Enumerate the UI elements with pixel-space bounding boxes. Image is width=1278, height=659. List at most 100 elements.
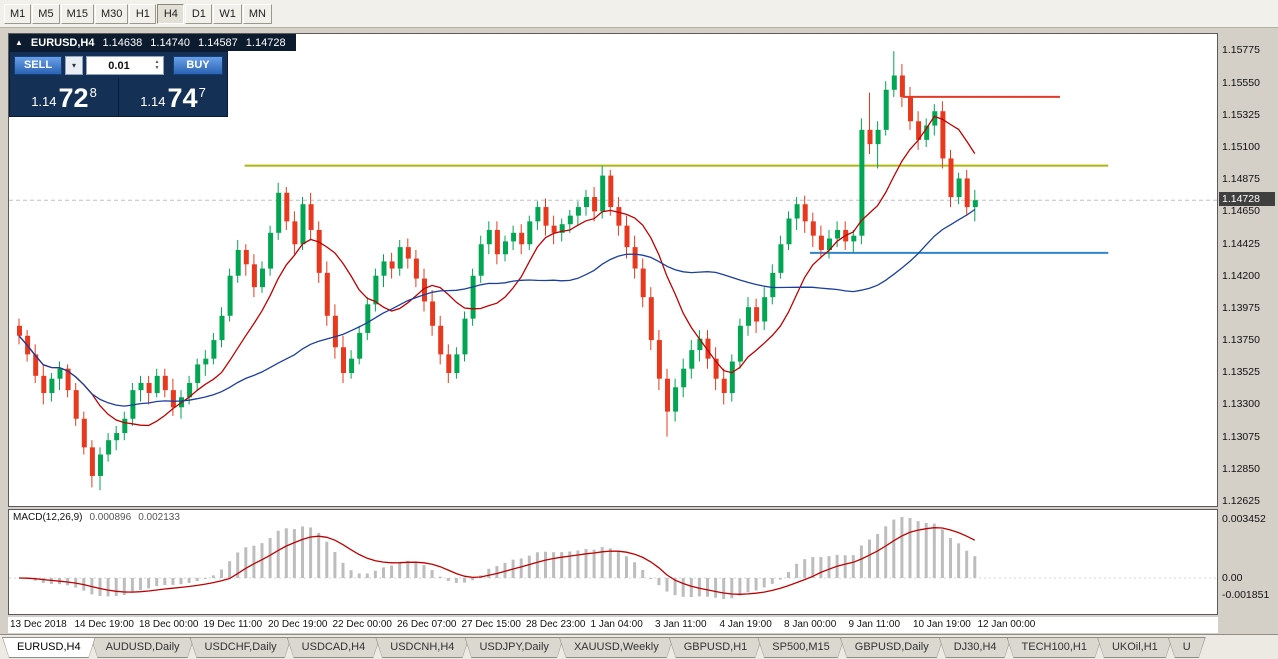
timeframe-button-d1[interactable]: D1 (185, 3, 213, 24)
chart-tab-eurusd-h4[interactable]: EURUSD,H4 (2, 637, 96, 658)
ohlc-low: 1.14587 (198, 36, 238, 49)
tab-background (1008, 638, 1101, 657)
chart-header: ▲ EURUSD,H4 1.14638 1.14740 1.14587 1.14… (9, 34, 296, 51)
sell-button[interactable]: SELL (14, 55, 62, 75)
sell-price-prefix: 1.14 (31, 94, 57, 109)
macd-value-main: 0.000896 (89, 512, 132, 523)
price-axis-label: 1.15100 (1222, 140, 1260, 153)
lot-dropdown-button[interactable]: ▾ (65, 55, 83, 75)
tab-background (560, 638, 673, 657)
chart-tab-audusd-daily[interactable]: AUDUSD,Daily (91, 637, 195, 658)
tab-background (376, 638, 468, 657)
macd-name: MACD(12,26,9) (13, 512, 83, 523)
price-axis-label: 1.13975 (1222, 301, 1260, 314)
sell-price-main: 72 (58, 83, 89, 113)
chart-symbol-label: EURUSD,H4 (30, 36, 95, 49)
price-axis-label: 1.13075 (1222, 430, 1260, 443)
price-axis-label: 1.14650 (1222, 205, 1260, 218)
macd-axis-label: 0.003452 (1222, 513, 1266, 526)
timeframe-button-mn[interactable]: MN (242, 3, 272, 24)
price-axis-label: 1.13750 (1222, 334, 1260, 347)
chart-tab-xauusd-weekly[interactable]: XAUUSD,Weekly (559, 637, 674, 658)
lot-size-input[interactable] (86, 56, 164, 75)
ohlc-close: 1.14728 (245, 36, 286, 49)
chart-tab-gbpusd-daily[interactable]: GBPUSD,Daily (840, 637, 944, 658)
ohlc-high: 1.14740 (150, 36, 191, 49)
sell-price-display[interactable]: 1.14 72 8 (10, 78, 118, 116)
tab-background (1098, 638, 1172, 657)
tab-label: EURUSD,H4 (17, 641, 81, 653)
tab-label: TECH100,H1 (1021, 641, 1087, 653)
price-axis-label: 1.15325 (1222, 108, 1260, 121)
chart-tab-sp500-m15[interactable]: SP500,M15 (757, 637, 844, 658)
timeframe-button-w1[interactable]: W1 (213, 3, 242, 24)
chart-window: ▲ EURUSD,H4 1.14638 1.14740 1.14587 1.14… (0, 28, 1278, 634)
spin-up-icon: ▲ (154, 59, 160, 65)
buy-price-pip: 7 (198, 85, 206, 100)
tab-background (841, 638, 943, 657)
tab-label: AUDUSD,Daily (105, 641, 180, 653)
tab-background (191, 638, 291, 657)
time-axis-label: 12 Jan 00:00 (977, 619, 1036, 630)
chart-tab-usdcad-h4[interactable]: USDCAD,H4 (287, 637, 381, 658)
time-axis[interactable]: 13 Dec 2018 14 Dec 19:00 18 Dec 00:00 19 De… (8, 617, 1218, 633)
macd-panel[interactable] (8, 509, 1218, 615)
timeframe-button-m5[interactable]: M5 (32, 3, 60, 24)
macd-axis-label: 0.00 (1222, 572, 1243, 584)
tab-background (465, 638, 563, 657)
lot-spinner[interactable]: ▲ ▼ (152, 57, 162, 74)
buy-price-main: 74 (167, 83, 198, 113)
chart-tab-ukoil-h1[interactable]: UKOil,H1 (1097, 637, 1173, 658)
time-axis-label: 22 Dec 00:00 (332, 619, 393, 630)
tab-label: USDCHF,Daily (204, 641, 277, 653)
symbol-marker-icon: ▲ (15, 38, 23, 47)
chart-tab-usdcnh-h4[interactable]: USDCNH,H4 (375, 637, 469, 658)
timeframe-button-m1[interactable]: M1 (4, 3, 32, 24)
tab-background (288, 638, 380, 657)
price-axis-label: 1.15775 (1222, 44, 1260, 57)
tab-background (92, 638, 194, 657)
trade-controls-row: SELL ▾ ▲ ▼ BUY (10, 52, 227, 78)
price-axis-label: 1.14875 (1222, 173, 1260, 186)
trade-prices-row: 1.14 72 8 1.14 74 7 (10, 78, 227, 116)
time-axis-label: 28 Dec 23:00 (526, 619, 586, 630)
time-axis-label: 1 Jan 04:00 (590, 619, 643, 630)
time-axis-label: 19 Dec 11:00 (203, 619, 263, 630)
time-axis-label: 26 Dec 07:00 (397, 619, 457, 630)
tab-background (758, 638, 843, 657)
ohlc-open: 1.14638 (102, 36, 143, 49)
spin-down-icon: ▼ (154, 65, 160, 71)
price-axis-label: 1.12625 (1222, 494, 1260, 507)
timeframe-button-h1[interactable]: H1 (129, 3, 157, 24)
tab-background (1169, 638, 1205, 657)
time-axis-label: 13 Dec 2018 (10, 619, 67, 630)
chart-tab-u[interactable]: U (1168, 637, 1206, 658)
tab-label: USDCAD,H4 (301, 641, 366, 653)
chart-tab-usdjpy-daily[interactable]: USDJPY,Daily (464, 637, 564, 658)
timeframe-button-m30[interactable]: M30 (94, 3, 129, 24)
chart-tab-dj30-h4[interactable]: DJ30,H4 (939, 637, 1012, 658)
price-axis[interactable]: 1.15775 1.15550 1.15325 1.15100 1.14875 1.146… (1220, 33, 1278, 615)
timeframe-button-m15[interactable]: M15 (60, 3, 94, 24)
chart-tab-tech100-h1[interactable]: TECH100,H1 (1007, 637, 1102, 658)
current-price-badge: 1.14728 (1219, 192, 1275, 207)
buy-button[interactable]: BUY (173, 55, 223, 75)
timeframe-button-h4[interactable]: H4 (157, 3, 185, 24)
macd-axis-label: -0.001851 (1222, 588, 1270, 601)
tab-label: DJ30,H4 (953, 641, 997, 653)
price-axis-label: 1.14200 (1222, 269, 1260, 282)
tab-label: GBPUSD,Daily (854, 641, 929, 653)
price-axis-label: 1.13525 (1222, 366, 1260, 379)
chart-tab-gbpusd-h1[interactable]: GBPUSD,H1 (669, 637, 763, 658)
buy-price-display[interactable]: 1.14 74 7 (119, 78, 227, 116)
tab-background (670, 638, 762, 657)
tab-label: SP500,M15 (772, 641, 830, 653)
chart-tab-usdchf-daily[interactable]: USDCHF,Daily (190, 637, 292, 658)
lot-size-field: ▲ ▼ (86, 56, 164, 75)
chart-tab-bar: EURUSD,H4 AUDUSD,Daily USDCHF,Daily USDCAD,… (0, 634, 1278, 659)
time-axis-label: 4 Jan 19:00 (719, 619, 772, 630)
price-divider (118, 78, 119, 116)
tab-background (940, 638, 1011, 657)
time-axis-label: 20 Dec 19:00 (268, 619, 328, 630)
macd-chart[interactable] (9, 510, 1217, 614)
